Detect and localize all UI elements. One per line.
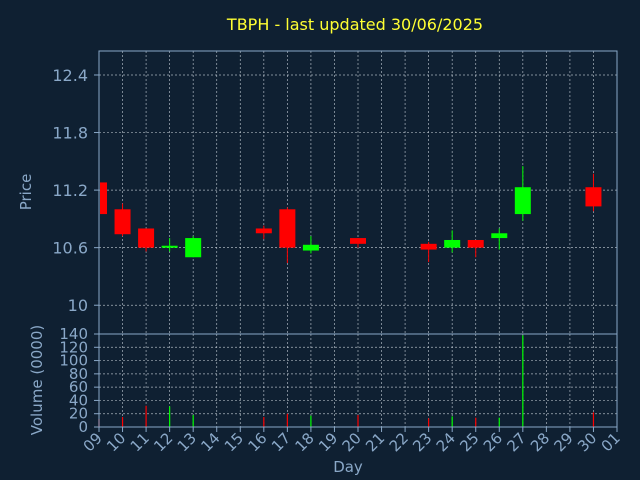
volume-y-tick-label: 100 — [59, 352, 88, 370]
candle-body — [138, 228, 155, 248]
price-y-tick-label: 11.2 — [52, 181, 88, 200]
x-tick-label: 14 — [197, 429, 223, 455]
x-tick-label: 18 — [292, 429, 318, 455]
x-tick-label: 30 — [574, 429, 600, 455]
candle — [255, 225, 272, 240]
candle-body — [467, 239, 484, 248]
candle — [161, 238, 178, 252]
candle-body — [420, 243, 437, 250]
price-y-tick-label: 10 — [68, 296, 88, 315]
x-tick-label: 28 — [527, 429, 553, 455]
volume-axis-label: Volume (0000) — [28, 325, 46, 435]
candle — [114, 203, 131, 237]
candle-body — [255, 228, 272, 234]
x-tick-label: 22 — [386, 429, 412, 455]
volume-y-tick-label: 60 — [69, 378, 88, 396]
volume-y-tick-label: 0 — [78, 418, 88, 436]
candle — [138, 228, 155, 252]
candle — [98, 182, 107, 215]
price-axis-label: Price — [17, 174, 35, 211]
x-axis-label: Day — [333, 458, 363, 476]
candle-body — [302, 244, 319, 251]
chart-title: TBPH - last updated 30/06/2025 — [226, 15, 483, 34]
volume-y-tick-label: 80 — [69, 365, 88, 383]
candle-body — [350, 238, 366, 244]
candle — [444, 230, 461, 253]
candle-body — [585, 187, 602, 207]
candle — [467, 239, 484, 258]
price-grid — [98, 51, 618, 334]
x-tick-label: 27 — [503, 429, 529, 455]
price-y-tick-label: 12.4 — [52, 66, 88, 85]
price-y-tick-label: 10.6 — [52, 239, 88, 258]
x-tick-label: 17 — [268, 429, 294, 455]
price-y-tick-label: 11.8 — [52, 124, 88, 143]
x-tick-label: 26 — [480, 429, 506, 455]
volume-bars — [98, 335, 595, 427]
volume-y-tick-label: 140 — [59, 325, 88, 343]
x-tick-label: 29 — [551, 429, 577, 455]
x-tick-label: 23 — [409, 429, 435, 455]
candle — [302, 236, 319, 254]
candle — [491, 228, 508, 250]
candle-body — [444, 239, 461, 248]
x-tick-label: 12 — [150, 429, 176, 455]
volume-y-tick-label: 120 — [59, 338, 88, 356]
x-tick-label: 24 — [433, 429, 459, 455]
x-tick-label: 01 — [598, 429, 624, 455]
candle-body — [185, 238, 202, 258]
x-tick-label: 20 — [339, 429, 365, 455]
volume-grid — [98, 334, 618, 427]
x-tick-label: 11 — [127, 429, 153, 455]
x-tick-label: 16 — [244, 429, 270, 455]
candle — [279, 207, 296, 264]
candle — [350, 238, 366, 248]
volume-y-tick-label: 40 — [69, 391, 88, 409]
x-tick-label: 13 — [174, 429, 200, 455]
x-tick-label: 10 — [103, 429, 129, 455]
candle-body — [279, 209, 296, 248]
x-tick-label: 21 — [362, 429, 388, 455]
candle — [514, 166, 531, 221]
x-ticks: 0910111213141516171819202122232425262728… — [80, 427, 624, 455]
x-tick-label: 25 — [456, 429, 482, 455]
candle-body — [100, 182, 107, 215]
candle-body — [114, 209, 131, 235]
price-y-ticks: 12.4 11.8 11.2 10.6 10 — [52, 66, 99, 315]
candle-body — [514, 187, 531, 215]
x-tick-label: 15 — [221, 429, 247, 455]
candle-body — [491, 233, 508, 239]
x-tick-label: 19 — [315, 429, 341, 455]
price-panel: 12.4 11.8 11.2 10.6 10 Price — [17, 50, 618, 335]
candle — [185, 236, 202, 258]
candles — [98, 166, 602, 264]
volume-y-tick-label: 20 — [69, 405, 88, 423]
candle — [420, 241, 437, 263]
candle — [585, 173, 602, 212]
candle-body — [161, 245, 178, 248]
